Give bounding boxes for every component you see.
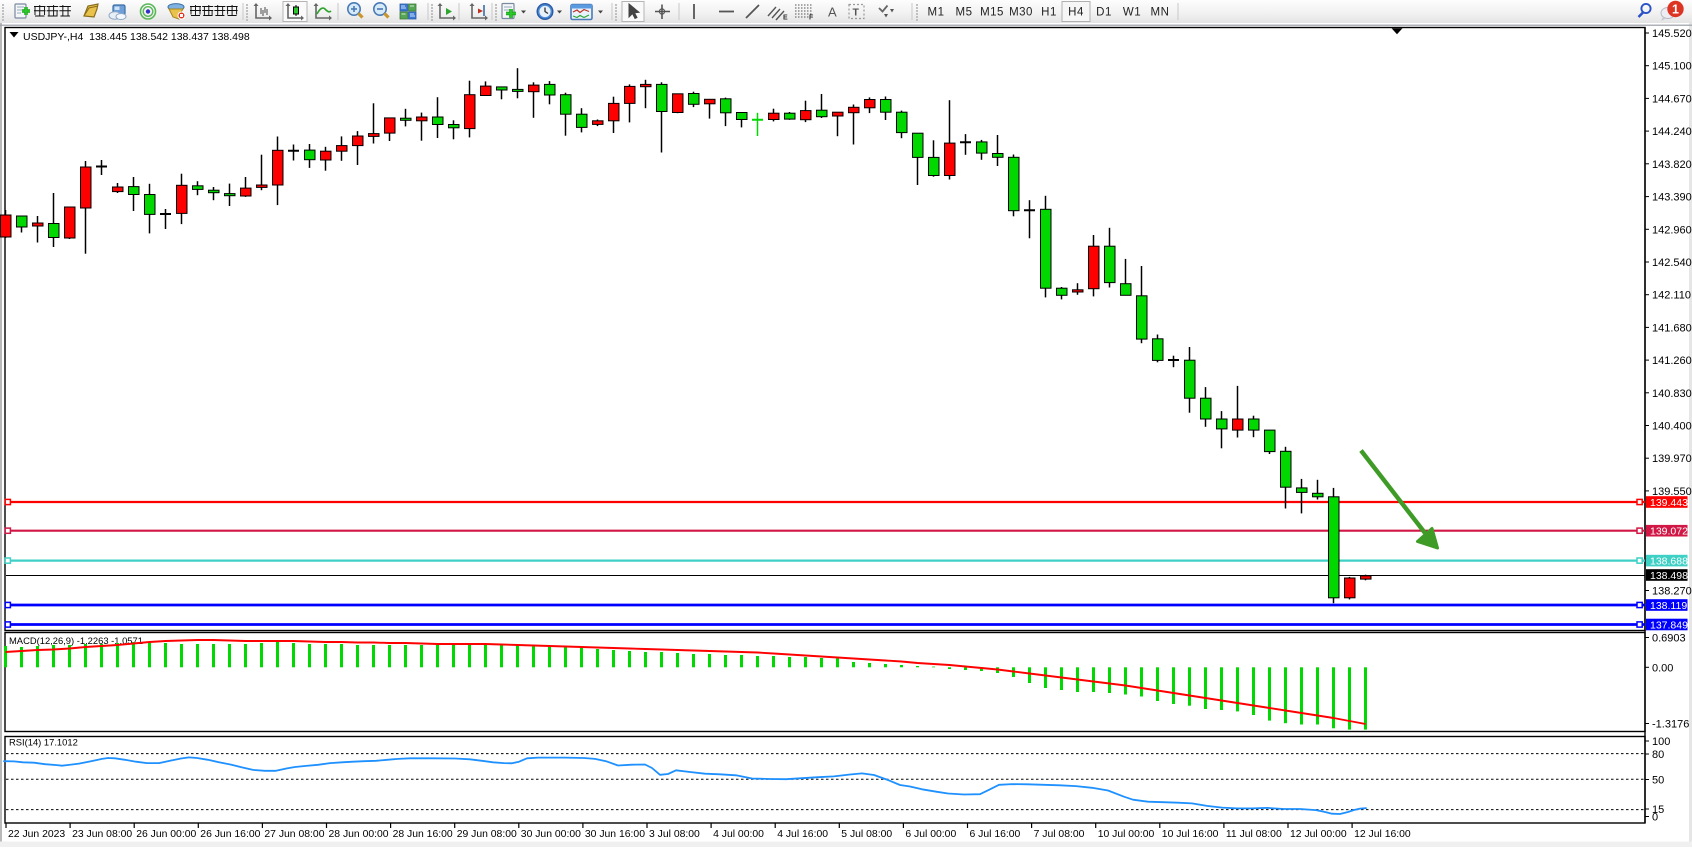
- svg-text:12 Jul 00:00: 12 Jul 00:00: [1290, 829, 1347, 840]
- svg-text:29 Jun 08:00: 29 Jun 08:00: [457, 829, 517, 840]
- svg-text:140.830: 140.830: [1652, 388, 1692, 400]
- svg-text:5 Jul 08:00: 5 Jul 08:00: [841, 829, 892, 840]
- svg-text:RSI(14) 17.1012: RSI(14) 17.1012: [9, 737, 78, 748]
- svg-text:100: 100: [1652, 736, 1670, 748]
- svg-text:10 Jul 00:00: 10 Jul 00:00: [1098, 829, 1155, 840]
- svg-text:143.390: 143.390: [1652, 192, 1692, 204]
- svg-text:140.400: 140.400: [1652, 421, 1692, 433]
- svg-text:80: 80: [1652, 749, 1664, 761]
- svg-text:139.072: 139.072: [1650, 526, 1688, 538]
- svg-text:139.970: 139.970: [1652, 453, 1692, 465]
- svg-text:28 Jun 16:00: 28 Jun 16:00: [393, 829, 453, 840]
- svg-text:1: 1: [1672, 3, 1679, 17]
- svg-text:137.849: 137.849: [1650, 620, 1688, 632]
- svg-text:28 Jun 00:00: 28 Jun 00:00: [329, 829, 389, 840]
- svg-text:4 Jul 00:00: 4 Jul 00:00: [713, 829, 764, 840]
- svg-text:26 Jun 16:00: 26 Jun 16:00: [200, 829, 260, 840]
- svg-text:D1: D1: [1096, 7, 1112, 19]
- svg-text:MN: MN: [1151, 7, 1170, 19]
- svg-text:143.820: 143.820: [1652, 159, 1692, 171]
- svg-text:-1.3176: -1.3176: [1652, 719, 1689, 731]
- svg-text:142.110: 142.110: [1652, 290, 1691, 302]
- svg-text:H1: H1: [1041, 7, 1057, 19]
- svg-text:7 Jul 08:00: 7 Jul 08:00: [1034, 829, 1085, 840]
- svg-text:M30: M30: [1009, 7, 1033, 19]
- svg-text:26 Jun 00:00: 26 Jun 00:00: [136, 829, 196, 840]
- svg-text:22 Jun 2023: 22 Jun 2023: [8, 829, 65, 840]
- svg-text:138.119: 138.119: [1650, 600, 1687, 612]
- svg-text:10 Jul 16:00: 10 Jul 16:00: [1162, 829, 1219, 840]
- svg-text:W1: W1: [1123, 7, 1141, 19]
- svg-text:138.270: 138.270: [1652, 586, 1692, 598]
- svg-text:F: F: [809, 15, 814, 22]
- svg-text:23 Jun 08:00: 23 Jun 08:00: [72, 829, 132, 840]
- svg-text:0.00: 0.00: [1652, 662, 1673, 674]
- svg-text:6 Jul 16:00: 6 Jul 16:00: [970, 829, 1021, 840]
- svg-text:A: A: [828, 5, 837, 20]
- svg-text:4 Jul 16:00: 4 Jul 16:00: [777, 829, 828, 840]
- svg-text:M1: M1: [928, 7, 945, 19]
- svg-text:142.960: 142.960: [1652, 224, 1692, 236]
- svg-text:T: T: [853, 7, 860, 19]
- svg-text:50: 50: [1652, 775, 1664, 787]
- svg-text:0: 0: [1652, 812, 1658, 824]
- svg-text:11 Jul 08:00: 11 Jul 08:00: [1226, 829, 1282, 840]
- svg-text:139.443: 139.443: [1650, 497, 1688, 509]
- svg-text:145.100: 145.100: [1652, 61, 1692, 73]
- svg-text:139.550: 139.550: [1652, 486, 1692, 498]
- svg-text:145.520: 145.520: [1652, 28, 1692, 40]
- svg-text:144.240: 144.240: [1652, 126, 1692, 138]
- svg-text:H4: H4: [1068, 7, 1084, 19]
- svg-text:M15: M15: [980, 7, 1004, 19]
- svg-text:141.260: 141.260: [1652, 355, 1692, 367]
- svg-text:141.680: 141.680: [1652, 322, 1692, 334]
- svg-text:27 Jun 08:00: 27 Jun 08:00: [264, 829, 324, 840]
- svg-text:E: E: [783, 15, 788, 22]
- svg-text:6 Jul 00:00: 6 Jul 00:00: [905, 829, 956, 840]
- svg-text:15: 15: [1652, 804, 1664, 816]
- svg-text:30 Jun 16:00: 30 Jun 16:00: [585, 829, 645, 840]
- svg-text:USDJPY-,H4 138.445 138.542 13: USDJPY-,H4 138.445 138.542 138.437 138.4…: [23, 31, 250, 43]
- svg-text:144.670: 144.670: [1652, 93, 1692, 105]
- svg-text:138.498: 138.498: [1650, 570, 1688, 582]
- svg-text:142.540: 142.540: [1652, 257, 1692, 269]
- svg-text:0.6903: 0.6903: [1652, 633, 1686, 645]
- svg-text:138.688: 138.688: [1650, 556, 1688, 568]
- svg-text:3 Jul 08:00: 3 Jul 08:00: [649, 829, 700, 840]
- svg-text:12 Jul 16:00: 12 Jul 16:00: [1354, 829, 1411, 840]
- svg-text:M5: M5: [956, 7, 973, 19]
- svg-text:30 Jun 00:00: 30 Jun 00:00: [521, 829, 581, 840]
- svg-text:MACD(12,26,9) -1.2263 -1.0571: MACD(12,26,9) -1.2263 -1.0571: [9, 635, 143, 646]
